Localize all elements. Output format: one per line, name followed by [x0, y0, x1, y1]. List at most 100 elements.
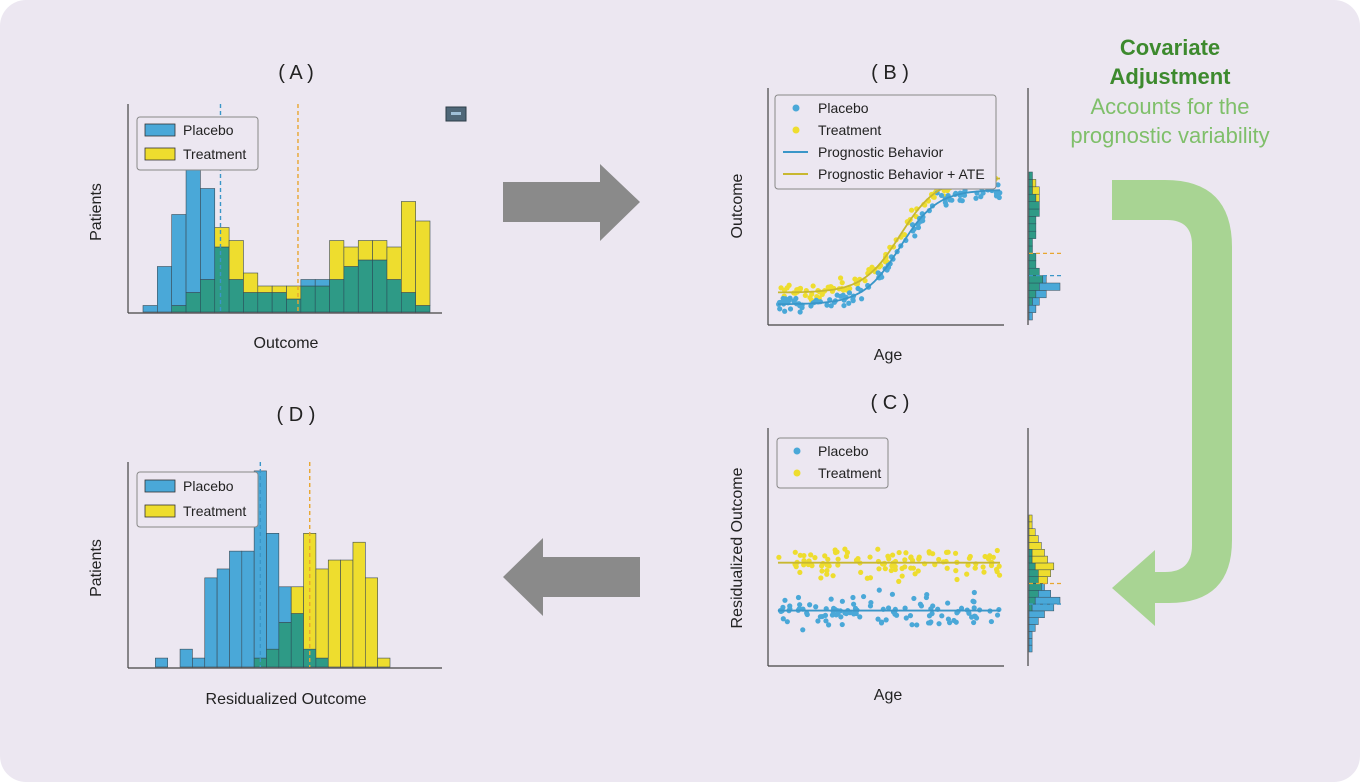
scatter-point-placebo [971, 619, 977, 626]
scatter-point-treatment [786, 282, 792, 288]
scatter-point-placebo [841, 302, 847, 309]
panel-c-legend: Placebo Treatment [776, 437, 889, 489]
panel-b-xlabel: Age [874, 347, 903, 364]
scatter-point-placebo [883, 617, 889, 623]
hist-bar-treatment [329, 240, 345, 280]
scatter-point-treatment [837, 275, 844, 281]
scatter-point-treatment [876, 566, 882, 572]
scatter-point-treatment [902, 557, 908, 563]
scatter-point-treatment [843, 553, 850, 559]
marginal-bar-overlap [1028, 238, 1033, 247]
scatter-point-treatment [867, 554, 873, 560]
legend-treatment-label: Treatment [818, 122, 881, 138]
scatter-point-treatment [818, 575, 824, 581]
scatter-point-treatment [945, 549, 951, 555]
panel-c-axes [767, 428, 1029, 667]
scatter-point-placebo [973, 195, 979, 201]
marginal-bar-placebo [1028, 631, 1033, 639]
scatter-point-treatment [835, 556, 841, 562]
legend-placebo-label: Placebo [818, 100, 869, 116]
marginal-bar-placebo [1028, 610, 1045, 619]
hist-bar-treatment [290, 586, 304, 614]
covariate-heading-line2: Adjustment [1110, 64, 1232, 89]
scatter-point-treatment [944, 565, 950, 571]
marginal-bar-placebo [1035, 290, 1047, 299]
marginal-bar-overlap [1028, 223, 1037, 232]
marginal-bar-overlap [1028, 230, 1037, 239]
legend-marker-treatment [792, 126, 800, 134]
hist-bar-overlap [257, 292, 273, 313]
scatter-point-placebo [795, 594, 802, 601]
scatter-point-placebo [875, 270, 881, 276]
hist-bar-overlap [271, 292, 287, 313]
scatter-point-placebo [800, 627, 806, 633]
scatter-point-treatment [825, 556, 831, 562]
scatter-point-treatment [882, 259, 888, 265]
legend-treatment-label: Treatment [183, 146, 246, 162]
scatter-point-treatment [844, 549, 851, 556]
hist-bar-overlap [290, 613, 304, 668]
hist-bar-overlap [386, 279, 402, 313]
marginal-bar-placebo [1028, 304, 1037, 313]
scatter-point-placebo [903, 615, 909, 621]
scatter-point-treatment [864, 575, 870, 581]
scatter-point-treatment [964, 571, 970, 577]
hist-bar-placebo [229, 550, 243, 668]
scatter-point-placebo [860, 593, 867, 600]
scatter-point-treatment [824, 567, 830, 574]
hist-bar-overlap [372, 259, 388, 313]
marginal-bar-placebo [1032, 297, 1040, 306]
scatter-point-placebo [780, 616, 786, 622]
scatter-point-placebo [787, 306, 794, 312]
scatter-point-placebo [828, 596, 834, 602]
hist-bar-overlap [315, 657, 329, 668]
scatter-point-treatment [819, 563, 825, 569]
scatter-point-treatment [802, 292, 808, 299]
scatter-point-placebo [971, 605, 977, 611]
scatter-point-treatment [896, 549, 902, 556]
scatter-point-placebo [837, 293, 844, 299]
panel-a-plot [142, 104, 431, 313]
legend-prognostic-ate-label: Prognostic Behavior + ATE [818, 166, 985, 182]
scatter-point-placebo [813, 604, 819, 610]
scatter-point-placebo [924, 591, 930, 598]
hist-bar-placebo [192, 657, 206, 668]
marginal-bar-overlap [1028, 275, 1044, 284]
hist-bar-overlap [357, 259, 373, 313]
scatter-point-treatment [822, 553, 828, 559]
panel-d-plot [155, 462, 391, 668]
hist-bar-overlap [329, 279, 345, 313]
hist-bar-placebo [155, 657, 169, 668]
marginal-bar-overlap [1028, 596, 1036, 605]
scatter-point-placebo [969, 614, 975, 620]
scatter-point-placebo [846, 290, 853, 296]
marginal-bar-treatment [1028, 521, 1033, 529]
scatter-point-treatment [901, 232, 908, 238]
hist-bar-treatment [400, 201, 416, 293]
hist-bar-overlap [214, 246, 230, 313]
marginal-bar-overlap [1028, 583, 1042, 591]
panel-a-title: ( A ) [278, 62, 314, 84]
scatter-point-placebo [833, 612, 839, 618]
scatter-point-treatment [910, 565, 917, 571]
hist-bar-placebo [266, 533, 280, 650]
marginal-bar-placebo [1028, 312, 1033, 321]
marginal-bar-overlap [1028, 590, 1039, 598]
curved-arrow-icon [1112, 180, 1232, 626]
scatter-point-placebo [909, 622, 915, 628]
scatter-point-placebo [966, 610, 972, 616]
legend-treatment-label: Treatment [183, 503, 246, 519]
panel-a-ylabel: Patients [88, 183, 105, 241]
marginal-bar-placebo [1028, 644, 1033, 653]
legend-swatch-treatment [144, 147, 176, 161]
scatter-point-treatment [819, 291, 825, 297]
scatter-point-placebo [930, 603, 936, 609]
scatter-point-placebo [797, 602, 803, 608]
scatter-point-treatment [825, 284, 831, 290]
hist-bar-treatment [214, 227, 230, 248]
marginal-bar-overlap [1028, 193, 1037, 202]
scatter-point-placebo [939, 613, 945, 619]
scatter-point-treatment [858, 569, 864, 576]
marginal-bar-overlap [1028, 201, 1040, 210]
